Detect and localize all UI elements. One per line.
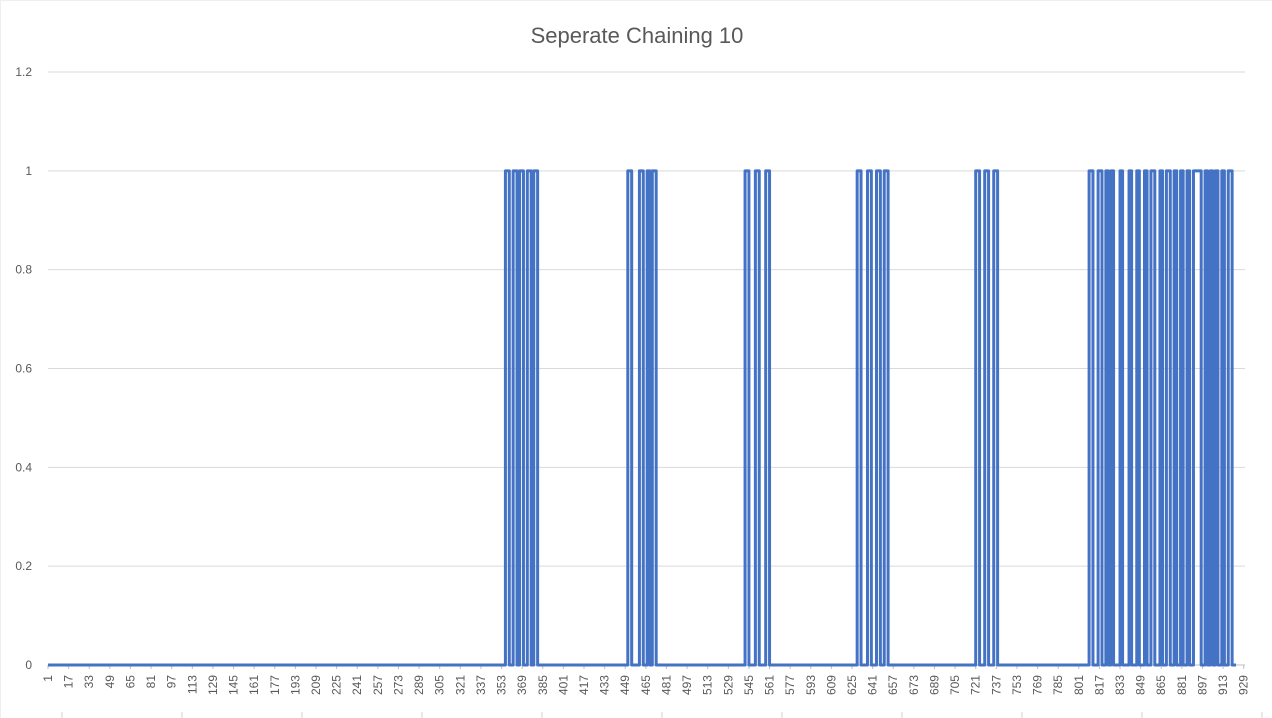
x-tick-label: 17 [62, 675, 76, 689]
x-tick-label: 625 [845, 675, 859, 695]
y-tick-label: 1 [25, 164, 32, 178]
y-tick-label: 0 [25, 658, 32, 672]
x-tick-label: 817 [1092, 675, 1106, 695]
x-tick-label: 401 [556, 675, 570, 695]
y-tick-label: 0.4 [15, 460, 32, 474]
y-tick-label: 0.8 [15, 263, 32, 277]
x-tick-label: 577 [783, 675, 797, 695]
series-line [48, 171, 1236, 665]
x-tick-label: 913 [1216, 675, 1230, 695]
x-tick-label: 81 [144, 675, 158, 689]
x-tick-label: 785 [1051, 675, 1065, 695]
x-tick-label: 193 [288, 675, 302, 695]
x-tick-label: 145 [227, 675, 241, 695]
x-tick-label: 465 [639, 675, 653, 695]
x-tick-label: 673 [907, 675, 921, 695]
x-tick-label: 289 [412, 675, 426, 695]
x-tick-label: 161 [247, 675, 261, 695]
x-tick-label: 129 [206, 675, 220, 695]
x-tick-label: 305 [433, 675, 447, 695]
x-tick-label: 337 [474, 675, 488, 695]
y-tick-label: 0.2 [15, 559, 32, 573]
x-tick-label: 65 [123, 675, 137, 689]
x-tick-label: 49 [103, 675, 117, 689]
x-tick-label: 737 [989, 675, 1003, 695]
x-tick-label: 545 [742, 675, 756, 695]
x-tick-label: 97 [165, 675, 179, 689]
x-tick-label: 529 [721, 675, 735, 695]
x-tick-label: 801 [1072, 675, 1086, 695]
x-tick-label: 657 [886, 675, 900, 695]
x-tick-label: 369 [515, 675, 529, 695]
x-tick-label: 769 [1031, 675, 1045, 695]
x-tick-label: 689 [927, 675, 941, 695]
y-axis: 0 0.2 0.4 0.6 0.8 1 1.2 [15, 65, 32, 672]
x-tick-label: 593 [804, 675, 818, 695]
x-tick-label: 721 [969, 675, 983, 695]
x-tick-label: 865 [1154, 675, 1168, 695]
y-tick-label: 1.2 [15, 65, 32, 79]
x-tick-label: 113 [185, 675, 199, 694]
x-tick-label: 321 [453, 675, 467, 695]
x-tick-label: 641 [866, 675, 880, 695]
y-tick-label: 0.6 [15, 362, 32, 376]
x-tick-label: 449 [618, 675, 632, 695]
x-tick-label: 897 [1195, 675, 1209, 695]
x-tick-label: 609 [824, 675, 838, 695]
x-tick-label: 1 [41, 675, 55, 682]
x-tick-label: 561 [763, 675, 777, 695]
x-tick-label: 833 [1113, 675, 1127, 695]
x-tick-label: 497 [680, 675, 694, 695]
x-tick-label: 385 [536, 675, 550, 695]
x-tick-label: 33 [82, 675, 96, 689]
x-tick-label: 705 [948, 675, 962, 695]
x-tick-label: 353 [495, 675, 509, 695]
x-axis: 1 17 33 49 65 81 97 113 129 145 161 177 193 209 225 241… [41, 665, 1262, 718]
series-group [48, 171, 1236, 665]
x-tick-label: 881 [1175, 675, 1189, 695]
x-tick-label: 513 [701, 675, 715, 695]
x-tick-label: 417 [577, 675, 591, 695]
x-tick-label: 481 [659, 675, 673, 695]
x-tick-label: 929 [1237, 675, 1251, 695]
x-tick-label: 209 [309, 675, 323, 695]
x-tick-label: 241 [350, 675, 364, 695]
x-tick-label: 177 [268, 675, 282, 695]
x-tick-label: 257 [371, 675, 385, 695]
x-tick-label: 225 [330, 675, 344, 695]
x-tick-label: 273 [391, 675, 405, 695]
x-tick-label: 753 [1010, 675, 1024, 695]
x-tick-label: 849 [1134, 675, 1148, 695]
x-tick-label: 433 [598, 675, 612, 695]
